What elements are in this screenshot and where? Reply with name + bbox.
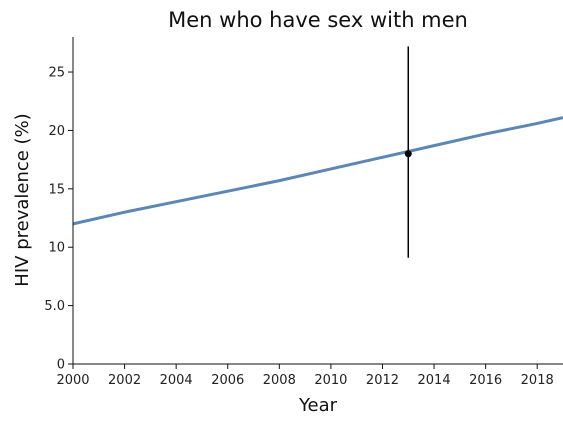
- x-tick-label: 2010: [314, 373, 347, 388]
- x-tick-label: 2008: [263, 373, 296, 388]
- plot-area: [72, 46, 563, 258]
- y-axis-ticks: 0 5.0 10 15 20 25: [44, 66, 73, 373]
- data-point: [404, 150, 412, 158]
- x-tick-label: 2018: [521, 373, 554, 388]
- y-tick-label: 5.0: [44, 299, 65, 314]
- y-tick-label: 20: [48, 124, 65, 139]
- y-tick-label: 0: [57, 358, 65, 373]
- x-tick-label: 2000: [56, 373, 89, 388]
- y-tick-label: 25: [48, 66, 65, 81]
- x-tick-label: 2002: [108, 373, 141, 388]
- x-axis-ticks: 2000 2002 2004 2006 2008 2010 2012 2014 2016 2018: [56, 364, 554, 388]
- y-tick-label: 15: [48, 182, 65, 197]
- chart-title: Men who have sex with men: [168, 8, 468, 32]
- x-axis-label: Year: [298, 395, 338, 416]
- x-tick-label: 2006: [211, 373, 244, 388]
- x-tick-label: 2012: [366, 373, 399, 388]
- x-tick-label: 2016: [469, 373, 502, 388]
- y-tick-label: 10: [48, 241, 65, 256]
- x-tick-label: 2004: [160, 373, 193, 388]
- x-tick-label: 2014: [418, 373, 451, 388]
- y-axis-label: HIV prevalence (%): [12, 113, 33, 286]
- series-line-0: [72, 116, 563, 226]
